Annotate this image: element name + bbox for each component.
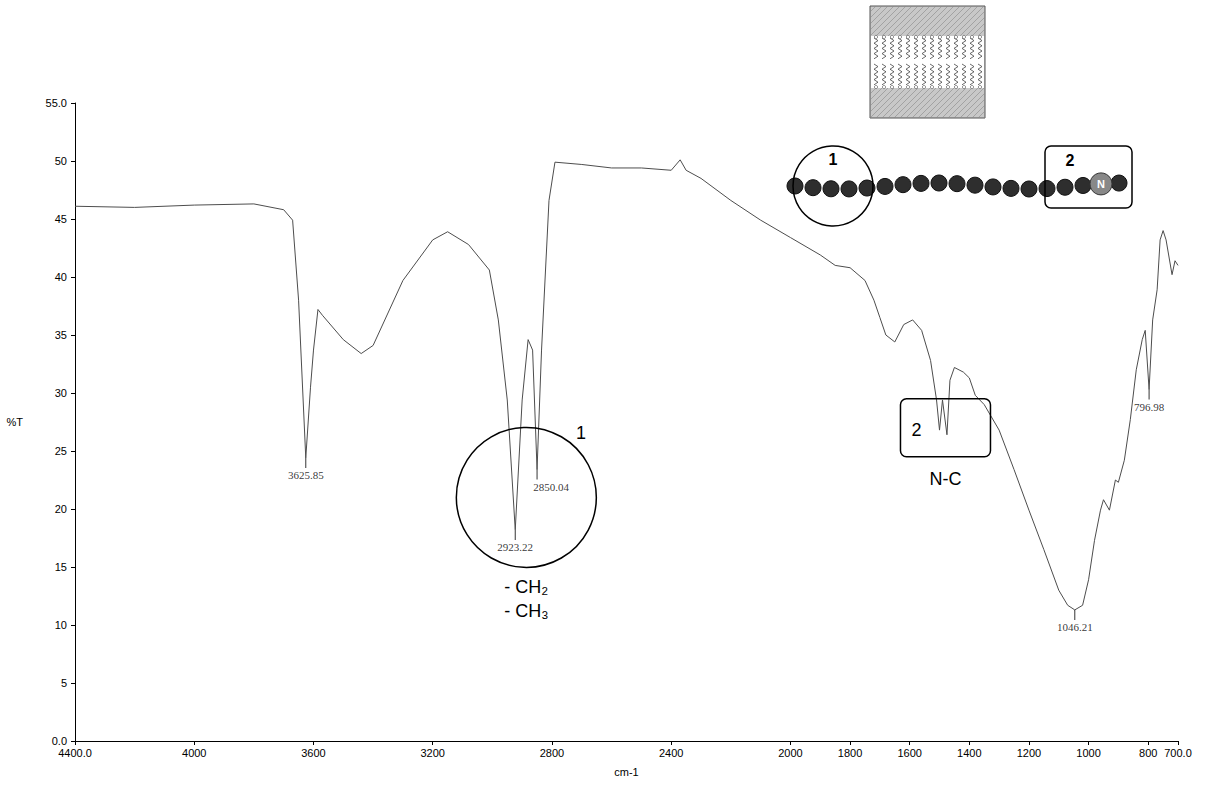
svg-text:- CH₃: - CH₃ (504, 601, 548, 621)
svg-text:2000: 2000 (778, 747, 802, 759)
svg-text:N-C: N-C (929, 469, 961, 489)
svg-text:20: 20 (55, 503, 67, 515)
svg-text:1600: 1600 (897, 747, 921, 759)
svg-text:1400: 1400 (957, 747, 981, 759)
svg-text:5: 5 (61, 677, 67, 689)
svg-text:700.0: 700.0 (1164, 747, 1192, 759)
svg-text:3600: 3600 (301, 747, 325, 759)
svg-text:3200: 3200 (420, 747, 444, 759)
svg-text:1800: 1800 (838, 747, 862, 759)
svg-text:N: N (1097, 178, 1105, 190)
svg-text:30: 30 (55, 387, 67, 399)
svg-text:2923.22: 2923.22 (497, 541, 533, 553)
svg-text:4000: 4000 (182, 747, 206, 759)
svg-text:15: 15 (55, 561, 67, 573)
svg-text:25: 25 (55, 445, 67, 457)
svg-text:1200: 1200 (1017, 747, 1041, 759)
svg-text:800: 800 (1139, 747, 1157, 759)
svg-text:2400: 2400 (659, 747, 683, 759)
svg-text:1: 1 (829, 151, 838, 168)
svg-text:796.98: 796.98 (1134, 401, 1165, 413)
svg-text:%T: %T (7, 416, 24, 428)
svg-text:50: 50 (55, 155, 67, 167)
svg-text:10: 10 (55, 619, 67, 631)
svg-text:1000: 1000 (1076, 747, 1100, 759)
svg-text:2: 2 (911, 420, 921, 440)
svg-text:1046.21: 1046.21 (1057, 621, 1093, 633)
svg-text:2850.04: 2850.04 (533, 481, 569, 493)
svg-text:cm-1: cm-1 (614, 766, 638, 778)
svg-text:45: 45 (55, 213, 67, 225)
svg-text:4400.0: 4400.0 (58, 747, 92, 759)
svg-text:40: 40 (55, 271, 67, 283)
svg-text:2800: 2800 (540, 747, 564, 759)
svg-text:35: 35 (55, 329, 67, 341)
svg-text:55.0: 55.0 (46, 97, 67, 109)
svg-text:0.0: 0.0 (52, 735, 67, 747)
svg-text:- CH₂: - CH₂ (504, 577, 548, 597)
svg-text:3625.85: 3625.85 (288, 469, 324, 481)
svg-text:2: 2 (1066, 152, 1075, 169)
svg-text:1: 1 (576, 423, 586, 443)
